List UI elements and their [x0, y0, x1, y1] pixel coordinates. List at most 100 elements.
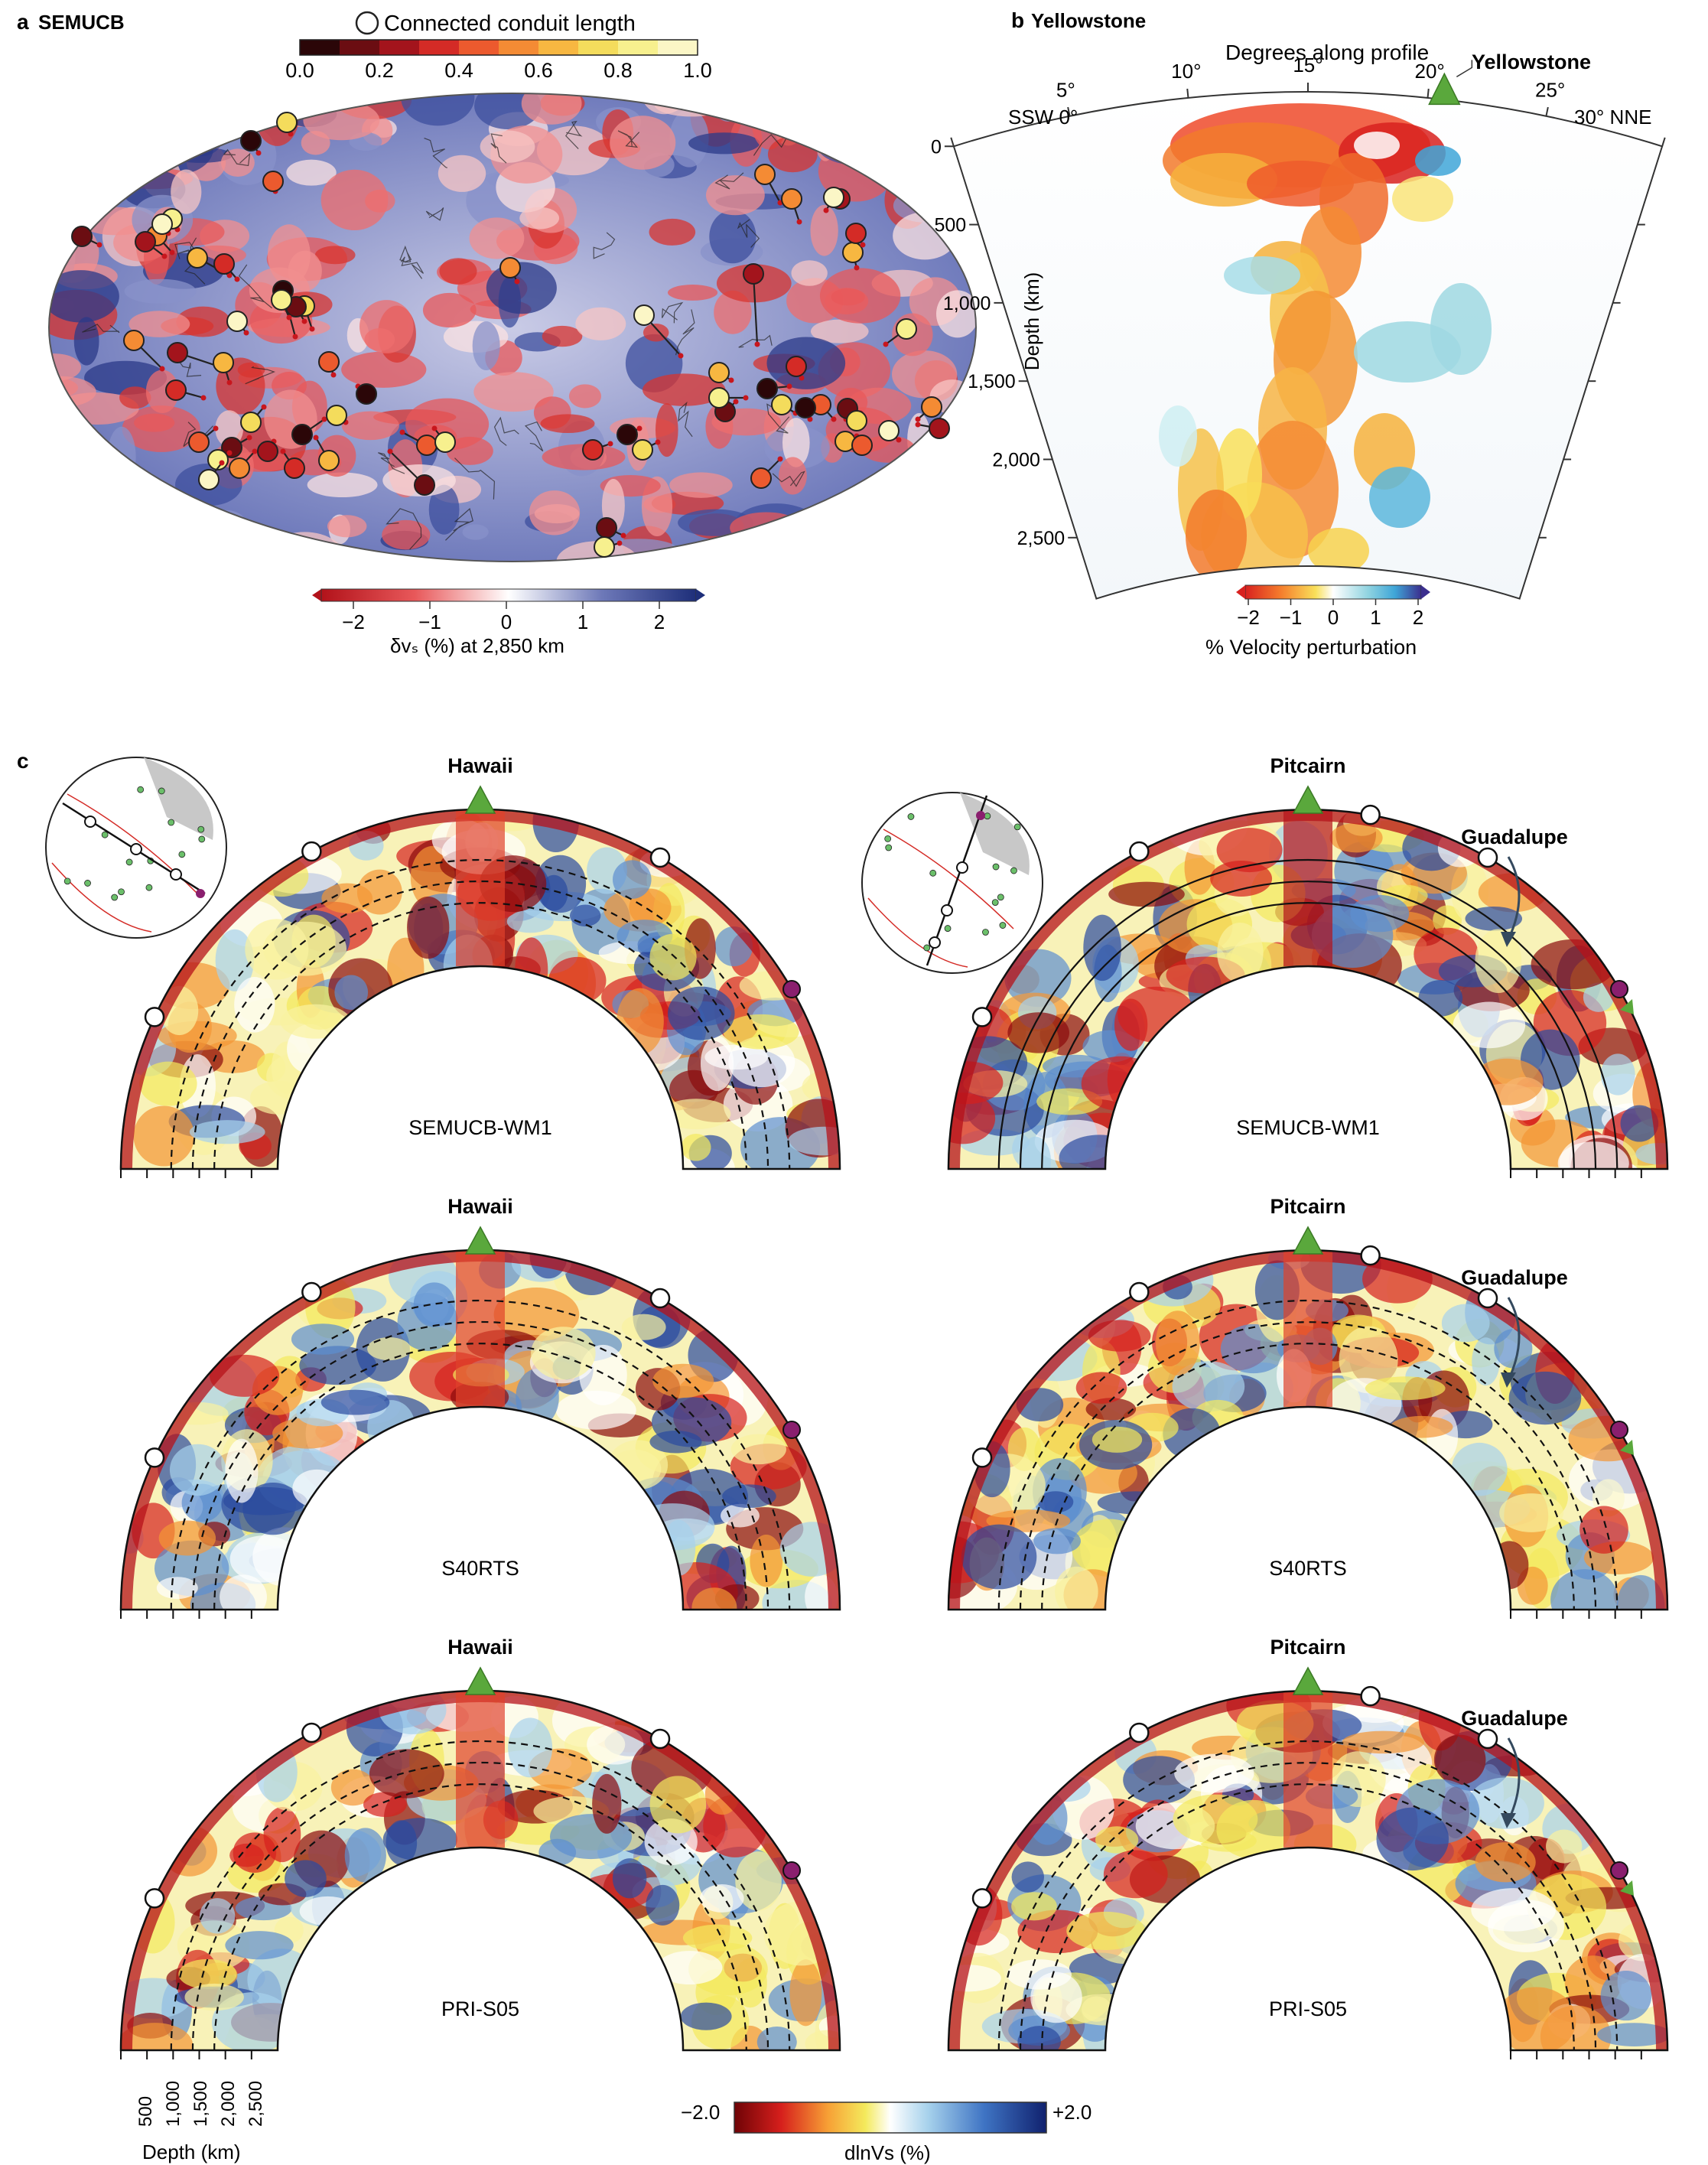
conduit-end-dot [754, 341, 760, 347]
conduit-marker [257, 441, 278, 462]
conduit-end-dot [655, 439, 661, 445]
map-anomaly-blob [936, 150, 960, 202]
coastline [424, 138, 448, 168]
conduit-end-dot [169, 249, 175, 256]
map-anomaly-blob [877, 516, 948, 562]
map-anomaly-blob [132, 93, 169, 151]
right-end-label: 30° NNE [1574, 106, 1651, 129]
section-anomaly-blob [1020, 1136, 1051, 1169]
globe-station [170, 868, 182, 881]
coastline [565, 120, 583, 149]
station-circle [649, 847, 671, 868]
section-anomaly-blob [1600, 1053, 1635, 1096]
section-anomaly-blob [1173, 1794, 1258, 1844]
section-anomaly-blob [1114, 998, 1148, 1051]
model-name: SEMUCB-WM1 [408, 1116, 552, 1139]
section-anomaly-blob [756, 2026, 797, 2050]
section-anomaly-blob [629, 888, 672, 926]
conduit-end-dot [219, 460, 225, 466]
depth-tick-label-c: 1,500 [190, 2081, 211, 2127]
conduit-marker [434, 431, 456, 453]
section-anomaly-blob [1433, 1734, 1486, 1786]
section-anomaly-blob [184, 1983, 244, 2011]
section-anomaly-blob [750, 1535, 783, 1587]
map-anomaly-blob [314, 246, 356, 265]
map-anomaly-blob [102, 104, 187, 135]
globe-plate-boundary [51, 862, 152, 933]
depth-contour [1019, 1761, 1597, 2051]
section-anomaly-blob [1616, 1574, 1665, 1610]
conduit-marker [198, 469, 220, 490]
section-anomaly-blob [1441, 1304, 1490, 1343]
hotspot-label: Pitcairn [1270, 1195, 1345, 1218]
globe-hotspot-dot [198, 835, 206, 843]
pitcairn-locator-globe [861, 792, 1043, 974]
model-name: S40RTS [1269, 1557, 1347, 1580]
section-anomaly-blob [1390, 1415, 1453, 1438]
map-anomaly-blob [936, 290, 976, 338]
map-anomaly-blob [521, 93, 582, 125]
colorbar-max-label: +2.0 [1052, 2101, 1091, 2124]
section-anomaly-blob [1103, 1850, 1168, 1899]
map-anomaly-blob [914, 488, 968, 536]
panel-b-title: Yellowstone [1031, 9, 1146, 32]
guadalupe-marker [782, 980, 802, 998]
map-anomaly-blob [177, 544, 225, 562]
section-anomaly-blob [1342, 1730, 1424, 1754]
conduit-marker [291, 424, 313, 445]
section-anomaly-blob [682, 1924, 753, 1952]
globe-outline [861, 792, 1043, 974]
map-anomaly-blob [286, 159, 337, 186]
globe-hotspot-dot [885, 844, 893, 851]
conduit-tick-label: 0.2 [365, 59, 394, 82]
map-anomaly-blob [49, 376, 96, 408]
coastline [399, 245, 412, 263]
conduit-marker [921, 396, 942, 418]
conduit-end-dot [313, 435, 319, 441]
panel-a-title: SEMUCB [38, 11, 125, 34]
hotspot-label: Hawaii [447, 754, 513, 777]
station-circle [1129, 1281, 1150, 1303]
map-anomaly-blob [359, 300, 414, 353]
velocity-tick-label: 1 [577, 610, 588, 633]
conduit-end-dot [617, 540, 623, 546]
globe-hotspot-dot [944, 925, 952, 932]
map-anomaly-blob [181, 523, 229, 548]
map-anomaly-blob [519, 207, 560, 230]
map-anomaly-blob [810, 204, 838, 256]
section-anomaly-blob [413, 1282, 455, 1327]
conduit-marker [165, 379, 187, 401]
globe-guadalupe-dot [196, 889, 205, 898]
conduit-end-dot [915, 416, 921, 422]
panel-b-colorbar-tick-label: 0 [1328, 606, 1339, 629]
map-anomaly-blob [114, 93, 158, 131]
conduit-end-dot [728, 377, 734, 383]
section-anomaly-blob [1055, 1566, 1098, 1610]
map-anomaly-blob [327, 515, 367, 538]
conduit-marker [771, 394, 792, 415]
conduit-marker [786, 356, 807, 377]
map-anomaly-blob [669, 472, 733, 498]
section-anomaly-blob [728, 1036, 795, 1088]
map-anomaly-blob [303, 100, 380, 141]
section-anomaly-blob [1007, 1012, 1070, 1053]
guadalupe-marker [1610, 980, 1629, 998]
depth-tick-label: 1,000 [943, 293, 991, 314]
depth-contour [170, 1740, 791, 2051]
globe-hotspot-dot [101, 831, 109, 838]
conduit-end-dot [777, 456, 783, 462]
conduit-end-dot [915, 422, 921, 428]
map-anomaly-blob [382, 519, 431, 550]
map-anomaly-blob [124, 493, 169, 519]
guadalupe-triangle-icon [1620, 999, 1634, 1014]
panel-b-colorbar-tick-label: −1 [1280, 606, 1303, 629]
conduit-colorbar [299, 39, 698, 56]
section-anomaly-blob [1600, 1970, 1652, 2021]
profile-anomaly-blob [1186, 490, 1247, 581]
section-anomaly-blob [789, 1959, 822, 2027]
section-anomaly-blob [1091, 1426, 1143, 1453]
conduit-marker [213, 352, 234, 373]
section-anomaly-blob [1546, 1829, 1583, 1864]
section-anomaly-blob [1011, 1861, 1045, 1893]
conduit-end-dot [860, 242, 866, 248]
